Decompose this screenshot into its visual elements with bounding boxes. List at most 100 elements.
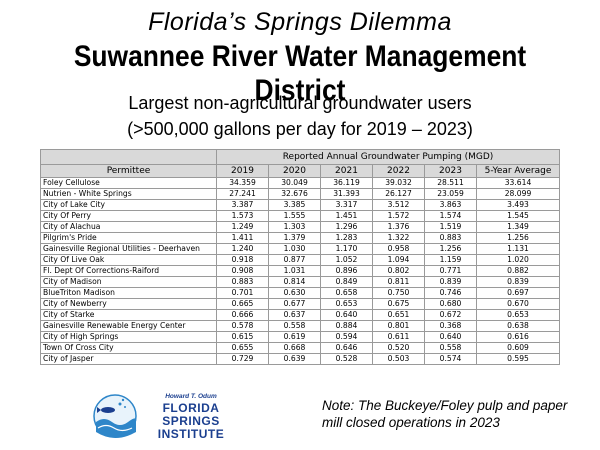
value-cell: 0.640 <box>320 309 373 321</box>
logo-small-text: Howard T. Odum <box>165 393 217 400</box>
value-cell: 0.672 <box>424 309 477 321</box>
column-header: 5-Year Average <box>476 164 560 178</box>
value-cell: 27.241 <box>216 188 269 200</box>
permittee-cell: City of Newberry <box>40 298 217 310</box>
value-cell: 33.614 <box>476 177 560 189</box>
value-cell: 0.802 <box>372 265 425 277</box>
value-cell: 0.611 <box>372 331 425 343</box>
value-cell: 0.655 <box>216 342 269 354</box>
column-header: 2023 <box>424 164 477 178</box>
closure-note: Note: The Buckeye/Foley pulp and paper m… <box>322 398 568 430</box>
value-cell: 1.031 <box>268 265 321 277</box>
value-cell: 1.349 <box>476 221 560 233</box>
value-cell: 0.814 <box>268 276 321 288</box>
value-cell: 0.503 <box>372 353 425 365</box>
value-cell: 0.958 <box>372 243 425 255</box>
table-row: City Of Perry 1.573 1.555 1.451 1.572 1.574 1.… <box>40 210 560 222</box>
value-cell: 1.376 <box>372 221 425 233</box>
value-cell: 1.170 <box>320 243 373 255</box>
value-cell: 0.729 <box>216 353 269 365</box>
table-row: Pilgrim's Pride 1.411 1.379 1.283 1.322 0.883… <box>40 232 560 244</box>
groundwater-table: Reported Annual Groundwater Pumping (MGD… <box>40 149 560 365</box>
value-cell: 0.638 <box>476 320 560 332</box>
value-cell: 0.594 <box>320 331 373 343</box>
value-cell: 0.883 <box>424 232 477 244</box>
value-cell: 1.519 <box>424 221 477 233</box>
table-header-row: Permittee 2019 2020 2021 2022 2023 5-Yea… <box>40 164 560 178</box>
value-cell: 28.099 <box>476 188 560 200</box>
permittee-cell: Town Of Cross City <box>40 342 217 354</box>
value-cell: 1.379 <box>268 232 321 244</box>
value-cell: 0.882 <box>476 265 560 277</box>
value-cell: 39.032 <box>372 177 425 189</box>
table-row: Nutrien - White Springs 27.241 32.676 31.39… <box>40 188 560 200</box>
value-cell: 0.811 <box>372 276 425 288</box>
value-cell: 23.059 <box>424 188 477 200</box>
value-cell: 0.697 <box>476 287 560 299</box>
value-cell: 0.630 <box>268 287 321 299</box>
value-cell: 0.839 <box>424 276 477 288</box>
value-cell: 32.676 <box>268 188 321 200</box>
table-row: City of Madison 0.883 0.814 0.849 0.811 0.839… <box>40 276 560 288</box>
table-row: City of Starke 0.666 0.637 0.640 0.651 0.672 0… <box>40 309 560 321</box>
value-cell: 0.849 <box>320 276 373 288</box>
value-cell: 1.131 <box>476 243 560 255</box>
value-cell: 0.877 <box>268 254 321 266</box>
value-cell: 0.658 <box>320 287 373 299</box>
permittee-cell: Nutrien - White Springs <box>40 188 217 200</box>
value-cell: 0.670 <box>476 298 560 310</box>
value-cell: 0.771 <box>424 265 477 277</box>
value-cell: 1.322 <box>372 232 425 244</box>
value-cell: 3.387 <box>216 199 269 211</box>
value-cell: 0.653 <box>320 298 373 310</box>
value-cell: 1.094 <box>372 254 425 266</box>
value-cell: 1.256 <box>476 232 560 244</box>
value-cell: 1.256 <box>424 243 477 255</box>
value-cell: 1.296 <box>320 221 373 233</box>
value-cell: 0.801 <box>372 320 425 332</box>
value-cell: 34.359 <box>216 177 269 189</box>
table-row: Fl. Dept Of Corrections-Raiford 0.908 1.03… <box>40 265 560 277</box>
value-cell: 1.159 <box>424 254 477 266</box>
value-cell: 0.665 <box>216 298 269 310</box>
value-cell: 1.283 <box>320 232 373 244</box>
value-cell: 26.127 <box>372 188 425 200</box>
value-cell: 36.119 <box>320 177 373 189</box>
table-row: Town Of Cross City 0.655 0.668 0.646 0.520 0.… <box>40 342 560 354</box>
value-cell: 0.595 <box>476 353 560 365</box>
permittee-cell: Foley Cellulose <box>40 177 217 189</box>
springs-logo-icon <box>93 394 137 438</box>
value-cell: 0.615 <box>216 331 269 343</box>
permittee-cell: City of High Springs <box>40 331 217 343</box>
table-row: City of High Springs 0.615 0.619 0.594 0.611… <box>40 331 560 343</box>
value-cell: 0.558 <box>268 320 321 332</box>
permittee-cell: City of Lake City <box>40 199 217 211</box>
permittee-cell: City Of Live Oak <box>40 254 217 266</box>
table-row: Gainesville Regional Utilities - Deerhav… <box>40 243 560 255</box>
value-cell: 0.908 <box>216 265 269 277</box>
column-header: 2021 <box>320 164 373 178</box>
value-cell: 1.451 <box>320 210 373 222</box>
value-cell: 1.573 <box>216 210 269 222</box>
table-row: Gainesville Renewable Energy Center 0.578… <box>40 320 560 332</box>
permittee-cell: Gainesville Renewable Energy Center <box>40 320 217 332</box>
value-cell: 0.651 <box>372 309 425 321</box>
value-cell: 0.666 <box>216 309 269 321</box>
table-row: City of Alachua 1.249 1.303 1.296 1.376 1.519… <box>40 221 560 233</box>
permittee-cell: City of Alachua <box>40 221 217 233</box>
permittee-cell: City Of Perry <box>40 210 217 222</box>
value-cell: 1.411 <box>216 232 269 244</box>
value-cell: 0.574 <box>424 353 477 365</box>
logo-line1: FLORIDA <box>162 400 220 415</box>
value-cell: 30.049 <box>268 177 321 189</box>
value-cell: 0.668 <box>268 342 321 354</box>
value-cell: 1.574 <box>424 210 477 222</box>
table-row: City of Newberry 0.665 0.677 0.653 0.675 0.68… <box>40 298 560 310</box>
value-cell: 0.520 <box>372 342 425 354</box>
value-cell: 0.528 <box>320 353 373 365</box>
value-cell: 0.701 <box>216 287 269 299</box>
springs-institute-logo: Howard T. Odum FLORIDA SPRINGS INSTITUTE <box>92 392 242 444</box>
table-group-header-row: Reported Annual Groundwater Pumping (MGD… <box>40 149 560 165</box>
value-cell: 0.653 <box>476 309 560 321</box>
value-cell: 0.637 <box>268 309 321 321</box>
